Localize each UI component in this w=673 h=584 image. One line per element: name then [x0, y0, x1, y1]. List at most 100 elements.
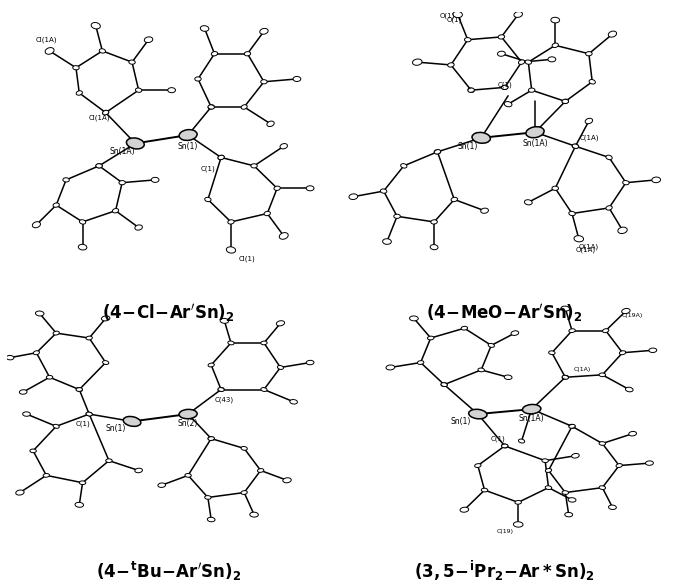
Ellipse shape [75, 502, 83, 507]
Text: Sn(1): Sn(1) [451, 417, 471, 426]
Ellipse shape [430, 245, 438, 250]
Ellipse shape [91, 23, 100, 29]
Ellipse shape [306, 186, 314, 191]
Ellipse shape [478, 368, 485, 372]
Ellipse shape [649, 348, 657, 353]
Ellipse shape [127, 138, 144, 149]
Ellipse shape [441, 383, 448, 387]
Ellipse shape [349, 194, 357, 200]
Text: C(19A): C(19A) [622, 314, 643, 318]
Ellipse shape [99, 49, 106, 53]
Ellipse shape [30, 449, 36, 453]
Ellipse shape [260, 341, 267, 345]
Ellipse shape [218, 155, 224, 159]
Ellipse shape [53, 425, 59, 428]
Ellipse shape [497, 51, 505, 56]
Ellipse shape [380, 189, 387, 193]
Ellipse shape [599, 373, 606, 377]
Text: C(43): C(43) [215, 396, 234, 402]
Ellipse shape [468, 409, 487, 419]
Ellipse shape [228, 220, 234, 224]
Ellipse shape [488, 343, 495, 347]
Ellipse shape [250, 512, 258, 517]
Ellipse shape [135, 88, 142, 92]
Ellipse shape [569, 425, 575, 428]
Text: $\mathbf{(3,5\!-\!{}^iPr_2\!-\!Ar*Sn)_2}$: $\mathbf{(3,5\!-\!{}^iPr_2\!-\!Ar*Sn)_2}… [415, 559, 595, 583]
Text: Cl(1A): Cl(1A) [36, 36, 57, 43]
Text: Sn(1A): Sn(1A) [519, 415, 544, 423]
Ellipse shape [413, 59, 422, 65]
Ellipse shape [23, 412, 30, 416]
Text: Sn(1A): Sn(1A) [522, 139, 548, 148]
Ellipse shape [645, 461, 653, 465]
Ellipse shape [618, 227, 627, 234]
Ellipse shape [565, 512, 573, 517]
Ellipse shape [244, 51, 250, 56]
Ellipse shape [383, 239, 391, 244]
Ellipse shape [290, 399, 297, 404]
Ellipse shape [528, 88, 535, 92]
Ellipse shape [283, 478, 291, 483]
Ellipse shape [552, 43, 559, 47]
Ellipse shape [129, 60, 135, 64]
Ellipse shape [201, 26, 209, 32]
Ellipse shape [410, 316, 418, 321]
Ellipse shape [86, 336, 92, 340]
Ellipse shape [218, 388, 224, 391]
Ellipse shape [562, 376, 569, 379]
Ellipse shape [524, 200, 532, 205]
Ellipse shape [32, 222, 40, 228]
Ellipse shape [208, 105, 214, 109]
Ellipse shape [504, 375, 512, 380]
Ellipse shape [562, 491, 569, 495]
Ellipse shape [277, 321, 285, 326]
Ellipse shape [102, 360, 109, 364]
Ellipse shape [599, 442, 606, 446]
Ellipse shape [562, 99, 569, 103]
Ellipse shape [279, 232, 288, 239]
Ellipse shape [241, 491, 247, 495]
Ellipse shape [280, 144, 287, 149]
Ellipse shape [569, 425, 575, 428]
Ellipse shape [568, 498, 576, 502]
Text: O(1): O(1) [440, 13, 455, 19]
Ellipse shape [608, 31, 616, 37]
Ellipse shape [45, 47, 54, 54]
Ellipse shape [526, 127, 544, 138]
Text: Cl(1A): Cl(1A) [88, 115, 110, 121]
Ellipse shape [586, 51, 592, 56]
Ellipse shape [274, 186, 280, 190]
Ellipse shape [194, 77, 201, 81]
Ellipse shape [569, 211, 575, 215]
Ellipse shape [96, 164, 102, 168]
Ellipse shape [261, 388, 267, 391]
Ellipse shape [501, 444, 508, 448]
Ellipse shape [123, 416, 141, 426]
Ellipse shape [96, 164, 102, 168]
Ellipse shape [625, 387, 633, 392]
Ellipse shape [86, 412, 92, 416]
Ellipse shape [606, 155, 612, 159]
Ellipse shape [168, 88, 176, 93]
Ellipse shape [386, 365, 394, 370]
Ellipse shape [400, 164, 407, 168]
Ellipse shape [241, 105, 248, 109]
Text: $\mathbf{(4\!-\!{}^tBu\!-\!Ar'Sn)_2}$: $\mathbf{(4\!-\!{}^tBu\!-\!Ar'Sn)_2}$ [96, 559, 241, 583]
Ellipse shape [158, 483, 166, 488]
Text: C(1): C(1) [201, 165, 215, 172]
Text: O(1A): O(1A) [575, 246, 596, 253]
Ellipse shape [602, 329, 609, 333]
Ellipse shape [513, 522, 523, 527]
Ellipse shape [15, 490, 24, 495]
Ellipse shape [472, 133, 491, 143]
Ellipse shape [112, 208, 118, 213]
Ellipse shape [267, 121, 274, 127]
Text: C(1): C(1) [497, 81, 512, 88]
Ellipse shape [258, 468, 264, 472]
Ellipse shape [542, 459, 548, 463]
Ellipse shape [571, 453, 579, 458]
Ellipse shape [548, 351, 555, 354]
Ellipse shape [448, 62, 454, 67]
Ellipse shape [251, 164, 257, 168]
Ellipse shape [461, 326, 468, 330]
